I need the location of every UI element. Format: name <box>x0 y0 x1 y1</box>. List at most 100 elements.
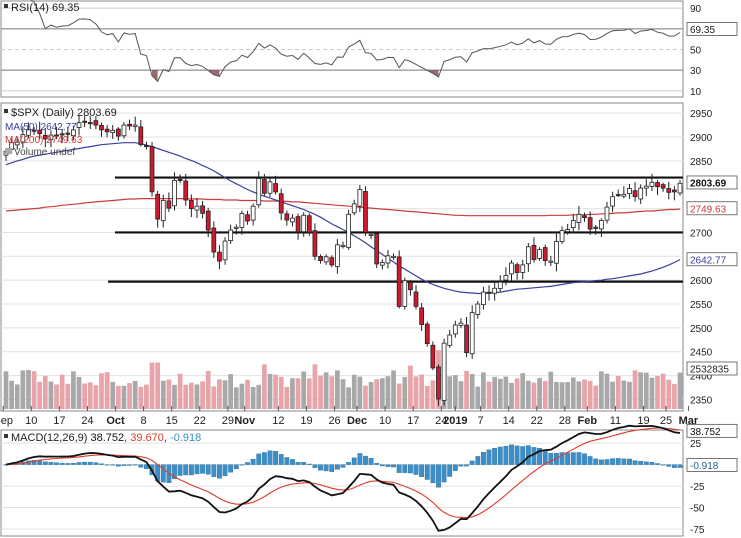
volume-bar <box>458 381 464 409</box>
candle-body <box>115 128 121 137</box>
volume-bar <box>239 383 245 409</box>
macd-histogram-bar <box>593 458 599 465</box>
volume-bar <box>672 383 677 409</box>
macd-histogram-bar <box>323 464 329 472</box>
volume-bar <box>211 386 217 409</box>
volume-bar <box>565 382 571 409</box>
macd-legend-hist: -0.918 <box>170 432 201 444</box>
price-tick-label: 2350 <box>690 395 713 406</box>
macd-legend-text: MACD(12,26,9) 38.752, 39.670, -0.918 <box>11 432 201 444</box>
macd-histogram-bar <box>318 464 323 471</box>
macd-histogram-bar <box>643 461 649 465</box>
volume-bar <box>475 386 481 409</box>
price-tick-label: 2900 <box>690 133 713 144</box>
price-candles <box>3 115 683 406</box>
candle-body <box>222 240 228 261</box>
candle-body <box>436 366 441 400</box>
candle-body <box>99 125 104 131</box>
volume-bar <box>481 372 486 409</box>
candle-body <box>481 291 486 306</box>
candle-body <box>340 244 346 247</box>
volume-bar <box>509 382 514 409</box>
volume-bar <box>525 380 531 409</box>
macd-histogram-bar <box>632 460 638 465</box>
candle-body <box>458 322 464 326</box>
candle-body <box>413 291 419 307</box>
volume-bar <box>677 372 683 409</box>
volume-bar <box>329 376 335 409</box>
candle-body <box>335 244 340 267</box>
macd-legend-signal: 39.670 <box>130 432 164 444</box>
volume-bar <box>121 385 127 409</box>
candle-body <box>385 255 391 264</box>
volume-bar <box>26 370 31 409</box>
price-legend-symbol: $SPX (Daily) 2803.69 <box>11 107 117 119</box>
macd-histogram-bar <box>306 463 312 465</box>
macd-histogram-bar <box>200 464 205 474</box>
macd-histogram-bar <box>419 464 425 477</box>
macd-histogram-bar <box>132 464 138 466</box>
candle-body <box>284 213 290 221</box>
macd-histogram-bar <box>250 459 256 465</box>
macd-histogram-bar <box>211 464 217 477</box>
candle-body <box>172 180 177 207</box>
macd-histogram-bar <box>290 459 295 465</box>
x-tick-label: 19 <box>637 415 649 427</box>
volume-bar <box>424 386 430 409</box>
macd-histogram-bar <box>245 462 250 465</box>
candle-body <box>65 132 71 135</box>
moving-average-lines <box>5 142 681 295</box>
x-tick-label: 8 <box>141 415 147 427</box>
x-tick-label: 11 <box>610 415 621 427</box>
macd-legend-marker <box>4 434 8 438</box>
volume-value-label: 2532835 <box>690 365 729 376</box>
volume-bar <box>256 384 262 409</box>
macd-histogram-bar <box>565 452 571 465</box>
volume-bar <box>138 386 144 409</box>
macd-histogram-bar <box>396 464 402 473</box>
volume-bar <box>408 365 413 409</box>
macd-histogram-bar <box>183 464 189 476</box>
candle-body <box>638 187 644 200</box>
macd-histogram-bar <box>559 452 565 465</box>
macd-histogram-bar <box>436 464 441 488</box>
macd-histogram-bar <box>514 445 520 465</box>
volume-bar <box>127 383 132 409</box>
candle-body <box>250 205 256 221</box>
macd-histogram-bar <box>520 446 526 465</box>
candle-body <box>233 226 239 229</box>
volume-bar <box>559 382 565 409</box>
candle-body <box>127 123 132 127</box>
macd-histogram-bar <box>278 454 284 465</box>
macd-histogram-bar <box>261 452 267 465</box>
macd-value-label: 38.752 <box>690 427 721 438</box>
x-tick-label: Feb <box>578 415 598 427</box>
volume-bar <box>228 374 234 409</box>
x-tick-label: 7 <box>478 415 484 427</box>
price-tick-label: 2600 <box>690 276 713 287</box>
volume-bar <box>222 380 228 409</box>
rsi-oversold-fill <box>208 70 220 77</box>
rsi-legend: RSI(14) 69.35 <box>4 2 79 14</box>
price-tick-label: 2550 <box>690 300 713 311</box>
macd-histogram-bar <box>598 459 604 465</box>
volume-bar <box>323 372 329 409</box>
volume-bar <box>621 380 627 409</box>
candle-body <box>183 180 189 201</box>
candle-body <box>160 200 166 222</box>
macd-indicator <box>3 424 683 532</box>
volume-bar <box>9 380 14 409</box>
candle-body <box>138 126 144 146</box>
macd-histogram-bar <box>368 458 374 465</box>
macd-tick-label: 25 <box>690 439 702 450</box>
volume-bar <box>166 379 172 409</box>
candle-body <box>492 287 498 294</box>
x-tick-label: Sep <box>0 415 13 427</box>
x-tick-label: 14 <box>503 415 515 427</box>
macd-histogram-bar <box>666 464 672 467</box>
volume-bar <box>340 379 346 409</box>
macd-histogram-bar <box>452 464 458 471</box>
candle-body <box>402 280 408 307</box>
volume-bar <box>233 387 239 409</box>
candle-body <box>200 205 205 214</box>
